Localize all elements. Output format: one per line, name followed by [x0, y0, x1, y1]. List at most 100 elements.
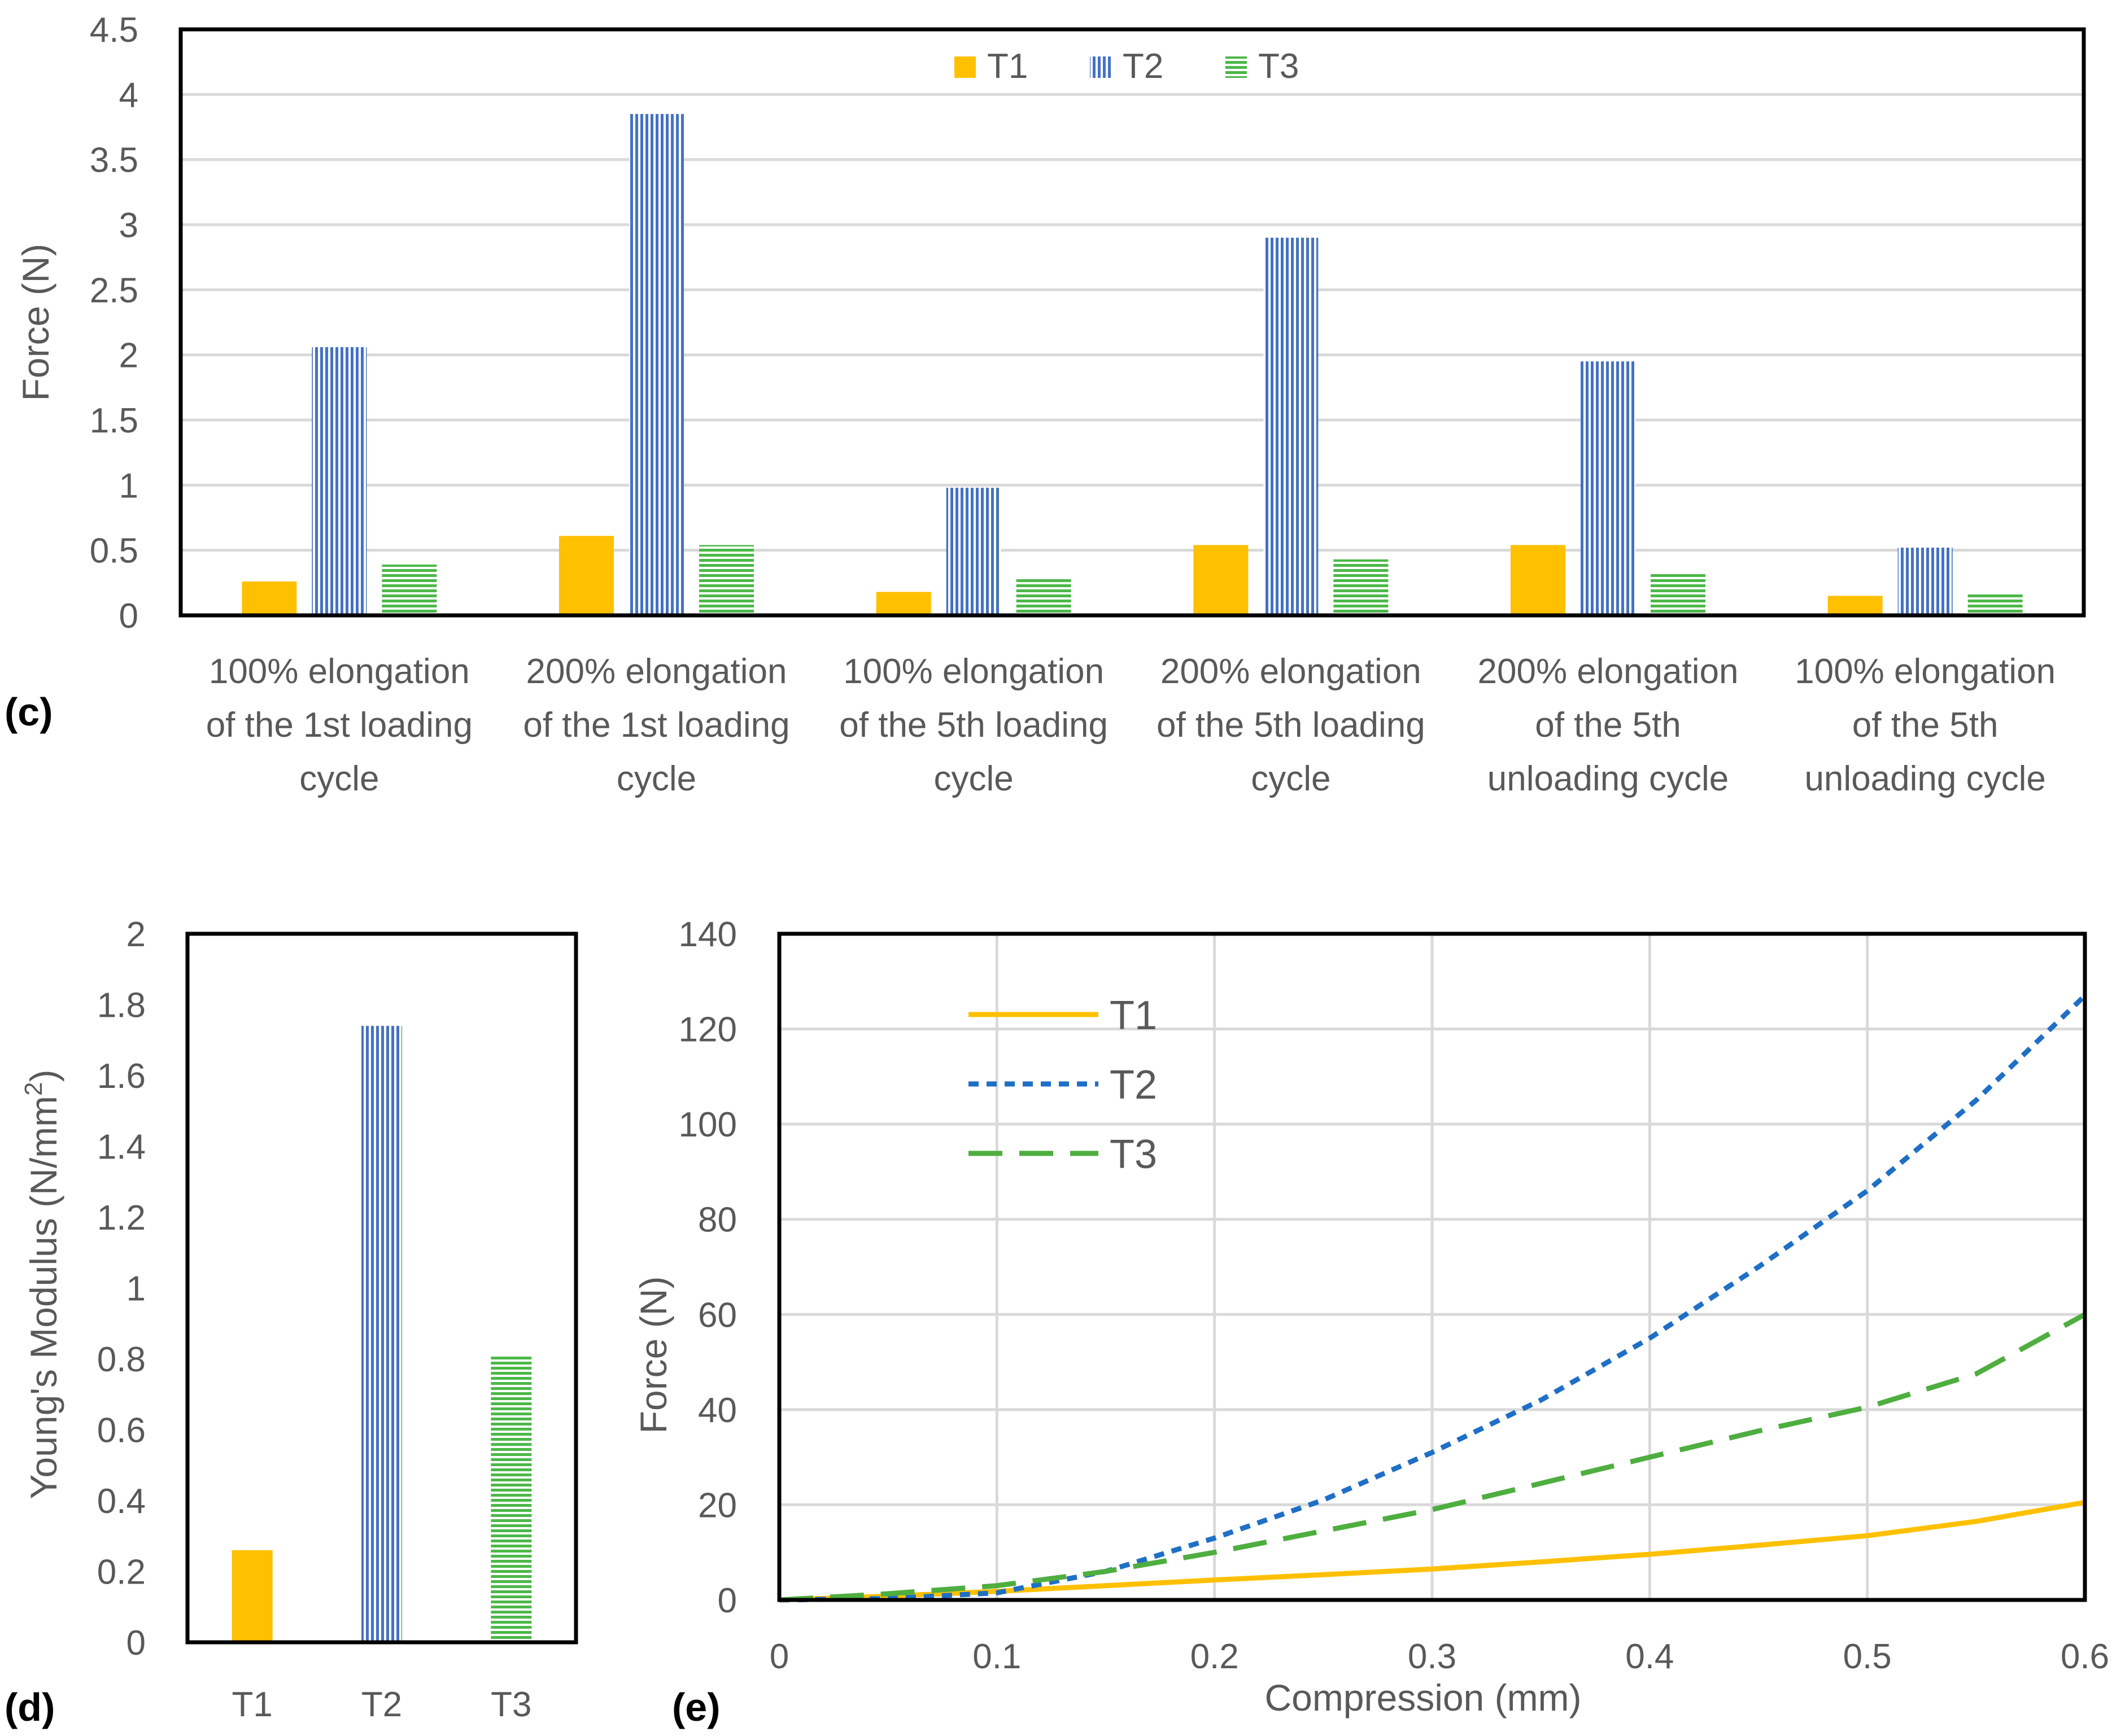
panel-c-category-label-line: 100% elongation [209, 652, 470, 691]
panel-d-y-tick: 1.6 [97, 1057, 146, 1096]
panel-c-category-label: 200% elongation of the 5th unloading cycle [1478, 652, 1739, 798]
panel-d-bars [232, 1026, 532, 1642]
panel-d-y-tick: 0.8 [97, 1340, 146, 1379]
panel-c-y-tick: 4 [119, 76, 138, 115]
panel-c-y-tick: 3 [119, 206, 138, 245]
panel-c-bar-t1 [1511, 545, 1565, 615]
panel-c-category-label-line: unloading cycle [1804, 759, 2045, 798]
panel-d-y-axis-title: Young's Modulus (N/mm2) [20, 1070, 64, 1499]
panel-c-bar-t3 [1651, 574, 1705, 615]
panel-d-category-label: T3 [491, 1685, 531, 1724]
panel-d-category-label: T1 [232, 1685, 272, 1724]
panel-c-bar-t2 [1581, 361, 1635, 615]
panel-d-bar-chart: 0 0.2 0.4 0.6 0.8 1 1.2 1.4 1.6 1.8 2 T1 T2 T3 Young… [5, 915, 578, 1729]
panel-c-category-label-line: 100% elongation [843, 652, 1104, 691]
panel-e-legend-label: T3 [1110, 1132, 1157, 1177]
panel-e-y-tick: 60 [698, 1296, 737, 1335]
panel-c-y-tick: 0.5 [90, 532, 138, 571]
panel-c-label: (c) [5, 690, 53, 734]
panel-c-category-label-line: of the 5th [1852, 706, 1999, 745]
panel-c-bar-t1 [559, 536, 614, 615]
panel-e-y-tick: 100 [679, 1105, 737, 1144]
panel-c-category-label: 200% elongation of the 1st loading cycle [523, 652, 789, 798]
panel-c-category-label-line: 200% elongation [1160, 652, 1421, 691]
panel-d-y-tick: 0 [126, 1624, 146, 1663]
panel-e-x-tick: 0.6 [2061, 1637, 2109, 1676]
panel-c-plot-frame [178, 27, 2086, 618]
panel-c-bar-t2 [1897, 548, 1953, 615]
panel-e-line-chart: 0 20 40 60 80 100 120 140 0 0.1 0.2 0.3 0.4 0.5 0.6 C… [632, 915, 2109, 1729]
panel-c-legend-label: T2 [1123, 47, 1163, 86]
panel-c-bar-t3 [699, 545, 754, 615]
panel-d-y-tick: 1.8 [97, 986, 146, 1025]
panel-d-plot-frame [185, 932, 578, 1645]
panel-c-bar-t3 [1967, 593, 2023, 615]
panel-c-category-label-line: of the 5th loading [839, 706, 1108, 745]
panel-c-category-label-line: cycle [1251, 759, 1330, 798]
panel-e-line-t3 [779, 1312, 2087, 1603]
panel-e-x-tick: 0.3 [1408, 1637, 1456, 1676]
panel-c-category-label: 100% elongation of the 1st loading cycle [206, 652, 473, 798]
panel-e-line-t2 [779, 994, 2087, 1603]
panel-c-y-tick: 3.5 [90, 141, 138, 180]
panel-e-x-tick: 0.1 [972, 1637, 1021, 1676]
panel-e-x-tick: 0 [770, 1637, 789, 1676]
panel-e-lines [779, 994, 2087, 1603]
panel-c-bar-t3 [1333, 559, 1389, 615]
panel-e-y-tick: 40 [698, 1391, 737, 1430]
panel-c-y-tick: 1.5 [90, 401, 138, 440]
panel-c-category-label: 100% elongation of the 5th unloading cycle [1795, 652, 2056, 798]
panel-c-category-label-line: 200% elongation [1478, 652, 1739, 691]
panel-c-bar-t2 [629, 113, 684, 615]
panel-c-legend-label: T1 [987, 47, 1028, 86]
panel-c-bar-t3 [382, 565, 437, 615]
panel-d-y-tick: 0.4 [97, 1482, 146, 1521]
panel-d-category-label: T2 [361, 1685, 402, 1724]
panel-d-y-axis-title-sup: 2 [20, 1082, 47, 1096]
panel-c-gridlines [181, 93, 2084, 552]
panel-c-bar-t1 [242, 581, 297, 615]
panel-c-y-tick: 4.5 [90, 11, 138, 50]
panel-d-y-tick-labels: 0 0.2 0.4 0.6 0.8 1 1.2 1.4 1.6 1.8 2 [97, 915, 146, 1663]
panel-e-plot-frame [777, 932, 2087, 1602]
panel-e-gridlines [779, 934, 2085, 1600]
panel-d-y-axis-title-main: Young's Modulus (N/mm [23, 1096, 64, 1499]
panel-c-category-label-line: cycle [934, 759, 1014, 798]
panel-e-x-tick: 0.2 [1190, 1637, 1239, 1676]
panel-c-category-label-line: cycle [299, 759, 379, 798]
panel-c-category-label-line: of the 5th [1535, 706, 1681, 745]
panel-c-legend-swatch-t3 [1225, 56, 1247, 78]
panel-e-x-tick: 0.4 [1625, 1637, 1674, 1676]
panel-e-legend-label: T1 [1110, 993, 1157, 1038]
panel-c-bar-chart: 0 0.5 1 1.5 2 2.5 3 3.5 4 4.5 100% elongation of t… [5, 11, 2086, 798]
panel-c-y-tick: 0 [119, 597, 138, 636]
panel-e-y-tick: 80 [698, 1201, 737, 1240]
panel-c-legend: T1 T2 T3 [954, 47, 1299, 86]
panel-c-category-label-line: of the 1st loading [206, 706, 473, 745]
panel-e-y-axis-title: Force (N) [632, 1276, 674, 1434]
panel-c-bar-t1 [876, 592, 931, 615]
panel-e-x-tick-labels: 0 0.1 0.2 0.3 0.4 0.5 0.6 [770, 1637, 2109, 1676]
panel-c-bar-t3 [1016, 579, 1071, 615]
panel-c-bar-t1 [1827, 596, 1883, 615]
panel-d-y-tick: 2 [126, 915, 146, 954]
panel-e-y-tick: 120 [679, 1011, 737, 1050]
panel-c-bar-t2 [946, 487, 1001, 615]
panel-d-label: (d) [5, 1685, 55, 1729]
panel-c-y-tick-labels: 0 0.5 1 1.5 2 2.5 3 3.5 4 4.5 [90, 11, 138, 636]
panel-c-y-axis-title: Force (N) [15, 244, 56, 401]
panel-d-y-tick: 1 [126, 1270, 146, 1309]
panel-c-legend-swatch-t1 [954, 56, 976, 78]
panel-e-y-tick-labels: 0 20 40 60 80 100 120 140 [679, 915, 737, 1620]
panel-c-legend-label: T3 [1258, 47, 1299, 86]
panel-c-y-tick: 2 [119, 336, 138, 375]
panel-c-category-label-line: cycle [617, 759, 696, 798]
panel-c-bar-t1 [1193, 545, 1249, 615]
panel-d-bar-t2 [361, 1026, 402, 1642]
panel-d-y-tick: 1.2 [97, 1199, 146, 1237]
panel-c-category-label-line: of the 1st loading [523, 706, 789, 745]
panel-c-bar-t2 [312, 347, 367, 615]
panel-c-bar-t2 [1263, 238, 1319, 616]
panel-d-y-axis-title-end: ) [23, 1070, 64, 1082]
